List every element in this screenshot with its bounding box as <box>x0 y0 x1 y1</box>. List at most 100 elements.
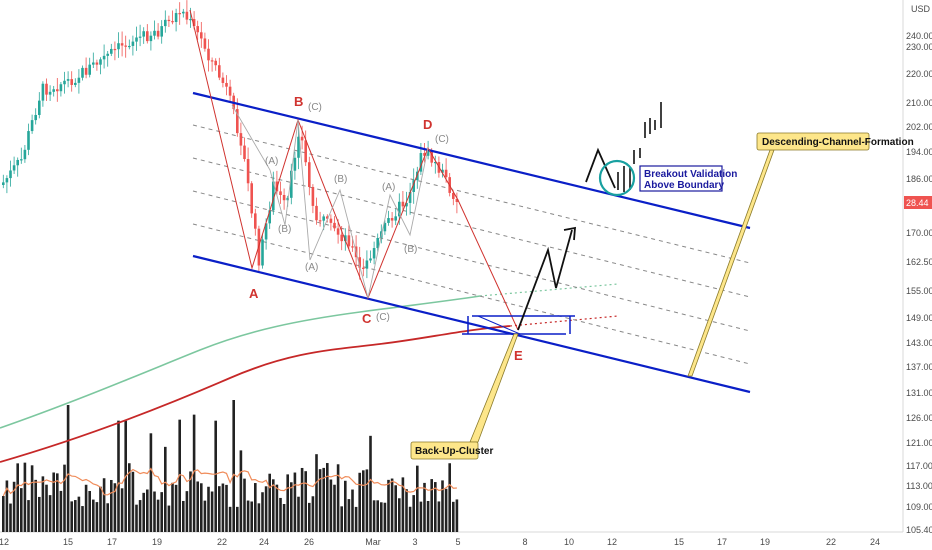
volume-bar <box>56 473 59 532</box>
breakout-circle[interactable] <box>598 159 636 197</box>
volume-bar <box>92 499 95 532</box>
candle-body <box>149 35 153 42</box>
volume-bar <box>23 462 27 532</box>
candle-body <box>70 79 73 85</box>
candle-body <box>30 120 34 132</box>
candle-body <box>200 32 203 39</box>
candle-body <box>192 19 196 27</box>
candle-body <box>318 220 322 222</box>
candle-body <box>138 36 142 38</box>
candle-body <box>405 202 408 207</box>
volume-bar <box>52 472 55 532</box>
candle-body <box>441 169 444 173</box>
volume-bar <box>254 483 257 532</box>
volume-bar <box>210 491 214 532</box>
candle-body <box>243 145 246 160</box>
channel-callout[interactable]: Descending-Channel-Formation <box>687 132 914 377</box>
volume-bar <box>228 506 232 532</box>
volume-bar <box>192 414 196 532</box>
volume-bar <box>376 500 379 532</box>
candle-body <box>326 216 329 219</box>
volume-bar <box>351 489 354 532</box>
volume-bar <box>430 479 433 532</box>
moving-average-short-projection <box>479 283 619 297</box>
volume-bar <box>315 454 318 532</box>
volume-bar <box>387 479 390 532</box>
wave-label-d: D <box>423 117 432 132</box>
y-tick-label: 170.00 <box>906 228 932 238</box>
projected-path <box>517 229 573 331</box>
volume-bar <box>59 490 63 532</box>
volume-bar <box>84 484 88 532</box>
candle-body <box>282 194 286 201</box>
volume-bar <box>362 470 365 532</box>
candle-body <box>311 186 315 206</box>
volume-bar <box>106 503 109 532</box>
volume-bar <box>257 503 261 532</box>
candle-body <box>135 37 138 42</box>
candle-body <box>27 131 30 150</box>
cluster-callout[interactable]: Back-Up-Cluster <box>410 333 519 460</box>
volume-bar <box>308 502 311 532</box>
candle-body <box>387 218 390 223</box>
breakout-label-box[interactable]: Breakout Validation Above Boundary <box>639 165 737 192</box>
volume-bar <box>448 463 451 532</box>
channel-upper-boundary[interactable] <box>192 91 751 230</box>
volume-bar <box>135 504 138 532</box>
volume-bar <box>318 469 322 532</box>
moving-average-long <box>0 325 511 463</box>
subwave-label-b-2: (B) <box>334 174 347 185</box>
y-tick-label: 117.00 <box>906 461 932 471</box>
x-tick-label: 24 <box>870 537 880 547</box>
x-tick-label: 26 <box>304 537 314 547</box>
volume-bar <box>99 486 102 532</box>
volume-bar <box>416 465 419 532</box>
volume-bar <box>372 500 376 532</box>
volume-bar <box>268 473 271 532</box>
subwave-label-c-d: (C) <box>435 134 449 145</box>
volume-bar <box>164 446 167 532</box>
candle-body <box>95 62 99 65</box>
x-tick-label: Mar <box>365 537 381 547</box>
volume-bar <box>149 433 153 532</box>
volume-bar <box>398 498 401 532</box>
y-tick-label: 143.00 <box>906 338 932 348</box>
candle-body <box>110 48 113 54</box>
candle-body <box>81 67 84 78</box>
volume-bar <box>340 506 343 532</box>
y-tick-label: 186.00 <box>906 174 932 184</box>
x-tick-label: 24 <box>259 537 269 547</box>
x-tick-label: 19 <box>152 537 162 547</box>
candle-body <box>131 41 135 46</box>
volume-bar <box>174 484 178 532</box>
channel-lower-boundary[interactable] <box>192 254 751 394</box>
candle-body <box>254 213 257 229</box>
volume-bar <box>239 450 243 532</box>
y-tick-label: 230.00 <box>906 42 932 52</box>
subwave-label-a-3: (A) <box>382 182 395 193</box>
y-tick-label: 121.00 <box>906 438 932 448</box>
candle-body <box>390 218 394 221</box>
volume-bar <box>156 499 160 532</box>
volume-bar <box>358 472 361 532</box>
candle-body <box>423 153 426 156</box>
currency-label: USD <box>911 4 931 14</box>
wave-label-e: E <box>514 348 523 363</box>
subwave-label-b-3: (B) <box>404 244 417 255</box>
wave-path <box>189 9 519 331</box>
candle-body <box>92 62 95 65</box>
volume-bar <box>185 491 189 532</box>
candle-body <box>16 159 19 166</box>
candle-body <box>268 210 271 224</box>
y-tick-label: 149.00 <box>906 313 932 323</box>
candle-body <box>52 89 55 92</box>
subwave-label-a-1: (A) <box>265 156 278 167</box>
x-tick-label: 5 <box>455 537 460 547</box>
candle-body <box>315 205 318 221</box>
candle-body <box>9 170 12 179</box>
volume-bar <box>113 483 117 532</box>
candle-body <box>250 183 253 214</box>
sub-wave-path <box>231 104 429 299</box>
volume-bar <box>401 477 405 532</box>
